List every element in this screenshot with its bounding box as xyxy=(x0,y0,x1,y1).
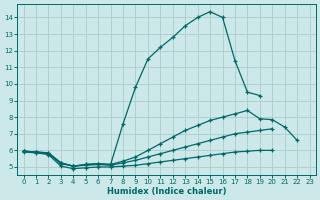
X-axis label: Humidex (Indice chaleur): Humidex (Indice chaleur) xyxy=(107,187,226,196)
